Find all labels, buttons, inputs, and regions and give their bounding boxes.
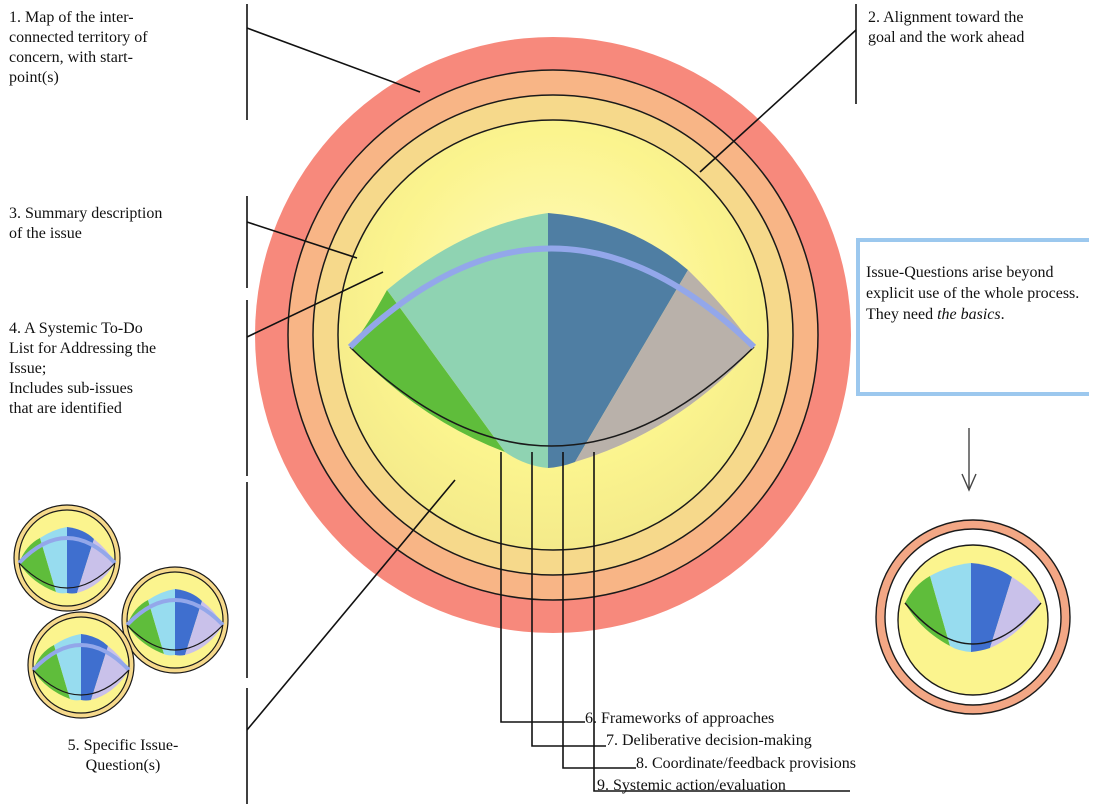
segment-blue (548, 213, 688, 468)
note-end: . (1000, 306, 1005, 323)
connector-9 (593, 452, 850, 792)
connector-7 (531, 452, 606, 747)
connector-6 (500, 452, 585, 723)
note-emphasis: the basics (937, 306, 1001, 323)
lens-segments (347, 213, 757, 468)
step-frameworks: 6. Frameworks of approaches (585, 710, 775, 727)
label-systemic-todo: 4. A Systemic To-Do List for Addressing … (9, 320, 157, 417)
leader-lines (246, 4, 857, 804)
label-issue-questions: 5. Specific Issue- Question(s) (67, 737, 179, 774)
label-summary-description: 3. Summary description of the issue (9, 205, 163, 242)
label-map-of-territory: 1. Map of the inter- connected territory… (9, 9, 148, 86)
lens-bottom-arc (349, 346, 755, 447)
leader-5 (246, 479, 456, 731)
label-alignment: 2. Alignment toward the goal and the wor… (868, 9, 1025, 46)
down-arrow-icon (961, 428, 977, 492)
step-systemic-action: 9. Systemic action/evaluation (597, 777, 786, 794)
segment-green (350, 290, 505, 452)
step-deliberative: 7. Deliberative decision-making (606, 732, 812, 749)
lens-top-arc (347, 245, 757, 350)
leader-4 (246, 271, 384, 338)
segment-teal (387, 213, 548, 468)
step-coordinate: 8. Coordinate/feedback provisions (636, 755, 856, 772)
note-text: Issue-Questions arise beyond explicit us… (866, 262, 1091, 325)
sub-issue-circle-3 (27, 611, 135, 719)
sub-issue-circle-2 (121, 566, 229, 674)
main-circle (255, 37, 851, 633)
note-box (856, 238, 1089, 396)
leader-2 (699, 29, 857, 173)
basics-circle (875, 519, 1071, 715)
sub-issue-circle-1 (13, 504, 121, 612)
connector-8 (562, 452, 636, 769)
note-body: Issue-Questions arise beyond explicit us… (866, 264, 1080, 323)
leader-1 (246, 27, 421, 93)
leader-3 (246, 221, 358, 259)
segment-grey (575, 270, 754, 462)
